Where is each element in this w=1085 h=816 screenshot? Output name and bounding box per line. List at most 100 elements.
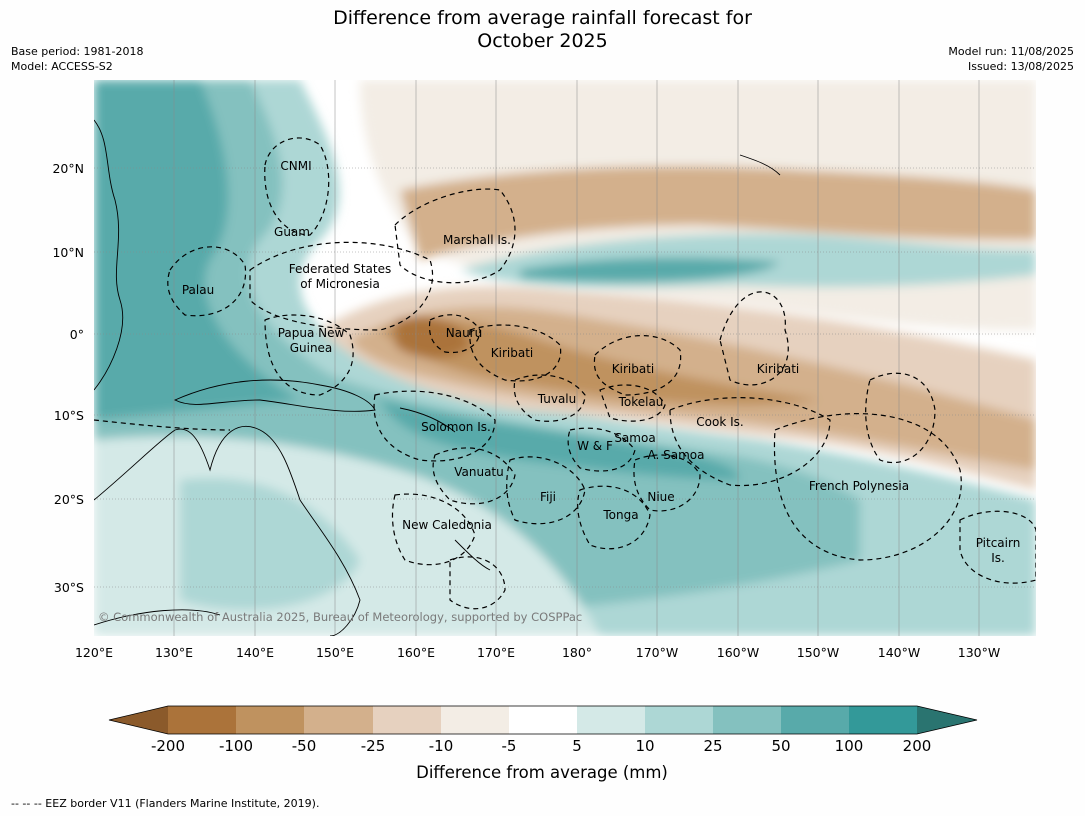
colorbar-label: 10 [635,737,654,755]
latitude-labels: 20°N 10°N 0° 10°S 20°S 30°S [52,161,84,595]
lon-label: 160°E [397,645,435,660]
colorbar-label: 25 [703,737,722,755]
label-marshall: Marshall Is. [443,233,511,247]
label-nauru: Nauru [446,326,482,340]
label-solomon: Solomon Is. [421,420,491,434]
lon-label: 170°W [636,645,678,660]
label-fsm-1: Federated States [289,262,391,276]
new-guinea-coast [173,379,376,412]
eez-french-polynesia [773,413,962,561]
hawaii-coast [739,154,781,176]
label-fiji: Fiji [540,490,556,504]
eez-png [264,314,354,396]
label-cook: Cook Is. [696,415,743,429]
wet-region-50 [94,80,300,420]
lon-label: 140°E [236,645,274,660]
colorbar-label: -200 [151,737,185,755]
colorbar-swatch [304,706,373,734]
colorbar-swatch [373,706,441,734]
coastlines [94,119,781,636]
lat-label: 20°S [54,492,84,507]
colorbar-swatch [509,706,577,734]
label-tuvalu: Tuvalu [537,392,577,406]
lat-label: 30°S [54,580,84,595]
lon-label: 130°E [155,645,193,660]
label-kiribati-central: Kiribati [612,362,654,376]
colorbar-label: 200 [903,737,932,755]
colorbar [108,705,978,735]
eez-niue [633,454,701,512]
eez-wf-samoa [567,427,636,472]
label-tokelau: Tokelau [618,395,664,409]
lon-label: 150°W [797,645,839,660]
lat-label: 20°N [52,161,84,176]
eez-tonga [577,485,651,550]
rainfall-anomaly-field [94,80,1036,636]
eez-tokelau [599,384,666,422]
colorbar-swatch [781,706,849,734]
australia-coast [94,426,361,636]
title-line-1: Difference from average rainfall forecas… [333,7,752,29]
lat-label: 10°N [52,245,84,260]
dry-band-50 [380,319,820,406]
label-american-samoa: A. Samoa [648,448,705,462]
colorbar-low-extension [109,706,168,734]
eez-solomon [373,390,496,462]
colorbar-label: -5 [502,737,517,755]
label-niue: Niue [647,490,674,504]
lon-label: 150°E [316,645,354,660]
eez-marshall [394,188,516,284]
dry-core-100 [395,316,470,359]
run-info: Model run: 11/08/2025 Issued: 13/08/2025 [948,44,1074,74]
title-line-2: October 2025 [477,30,608,52]
region-labels: CNMI Guam Marshall Is. Federated States … [182,159,1020,565]
issued-date: Issued: 13/08/2025 [967,60,1074,73]
colorbar-label: 50 [771,737,790,755]
label-palau: Palau [182,283,214,297]
wet-tongue-50 [520,257,780,283]
model-name: Model: ACCESS-S2 [11,60,113,73]
dry-band-north [400,166,1036,260]
label-kiribati-west: Kiribati [491,346,533,360]
eez-fp-north [865,372,936,464]
label-png-1: Papua New [278,326,345,340]
colorbar-swatch [713,706,781,734]
label-fsm-2: of Micronesia [300,277,380,291]
label-french-polynesia: French Polynesia [809,479,909,493]
model-run: Model run: 11/08/2025 [948,45,1074,58]
label-guam: Guam [274,225,310,239]
colorbar-label: -25 [361,737,386,755]
colorbar-outline [108,705,978,735]
label-vanuatu: Vanuatu [454,465,504,479]
label-wf: W & F [577,439,613,453]
label-tonga: Tonga [602,508,638,522]
label-new-caledonia: New Caledonia [402,518,492,532]
colorbar-label: 5 [572,737,582,755]
colorbar-swatch [645,706,713,734]
new-caledonia-coast [454,539,491,571]
lon-label: 160°W [717,645,759,660]
colorbar-swatch [441,706,509,734]
philippines-indonesia-coast [94,119,124,391]
eez-footnote: -- -- -- EEZ border V11 (Flanders Marine… [11,797,320,810]
colorbar-label: -100 [219,737,253,755]
colorbar-label: -50 [292,737,317,755]
lon-label: 130°W [958,645,1000,660]
eez-norfolk [449,556,506,610]
colorbar-label: -10 [429,737,454,755]
longitude-labels: 120°E 130°E 140°E 150°E 160°E 170°E 180°… [75,645,1000,660]
eez-pitcairn [959,510,1036,584]
lon-label: 180° [562,645,592,660]
eez-tuvalu [513,374,586,422]
label-kiribati-east: Kiribati [757,362,799,376]
label-pitcairn-1: Pitcairn [976,536,1021,550]
colorbar-swatch [168,706,236,734]
lon-label: 170°E [477,645,515,660]
solomon-coast [399,407,456,433]
chart-title: Difference from average rainfall forecas… [0,7,1085,53]
colorbar-title: Difference from average (mm) [416,763,668,782]
base-period: Base period: 1981-2018 [11,45,144,58]
model-info: Base period: 1981-2018 Model: ACCESS-S2 [11,44,143,74]
colorbar-swatch [236,706,304,734]
